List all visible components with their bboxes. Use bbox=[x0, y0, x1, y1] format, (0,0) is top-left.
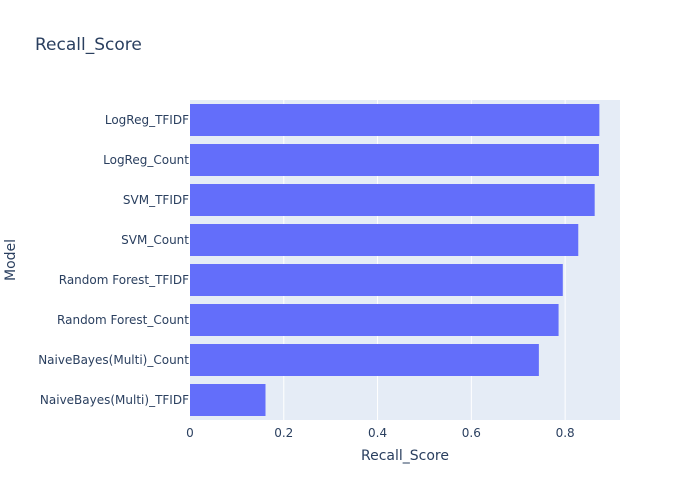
bar bbox=[190, 144, 599, 176]
bar bbox=[190, 104, 600, 136]
x-tick-label: 0.4 bbox=[368, 426, 387, 440]
x-tick-label: 0.2 bbox=[274, 426, 293, 440]
x-tick-label: 0 bbox=[186, 426, 194, 440]
y-tick-label: Random Forest_Count bbox=[57, 313, 189, 327]
chart-title: Recall_Score bbox=[35, 35, 142, 55]
y-tick-label: Random Forest_TFIDF bbox=[59, 273, 189, 287]
bar bbox=[190, 224, 579, 256]
bar bbox=[190, 304, 559, 336]
bars bbox=[190, 104, 600, 416]
x-axis-ticks: 0 0.2 0.4 0.6 0.8 bbox=[186, 426, 575, 440]
y-axis-title: Model bbox=[3, 239, 19, 281]
y-tick-label: NaiveBayes(Multi)_Count bbox=[38, 353, 189, 367]
y-tick-label: NaiveBayes(Multi)_TFIDF bbox=[40, 393, 189, 407]
x-tick-label: 0.6 bbox=[462, 426, 481, 440]
y-axis-ticks: LogReg_TFIDF LogReg_Count SVM_TFIDF SVM_Cou… bbox=[38, 113, 189, 407]
y-tick-label: SVM_Count bbox=[121, 233, 189, 247]
y-tick-label: SVM_TFIDF bbox=[123, 193, 189, 207]
y-tick-label: LogReg_Count bbox=[103, 153, 189, 167]
bar bbox=[190, 264, 563, 296]
bar bbox=[190, 344, 539, 376]
x-tick-label: 0.8 bbox=[556, 426, 575, 440]
bar bbox=[190, 184, 595, 216]
x-axis-title: Recall_Score bbox=[361, 448, 449, 464]
y-tick-label: LogReg_TFIDF bbox=[105, 113, 189, 127]
bar bbox=[190, 384, 266, 416]
